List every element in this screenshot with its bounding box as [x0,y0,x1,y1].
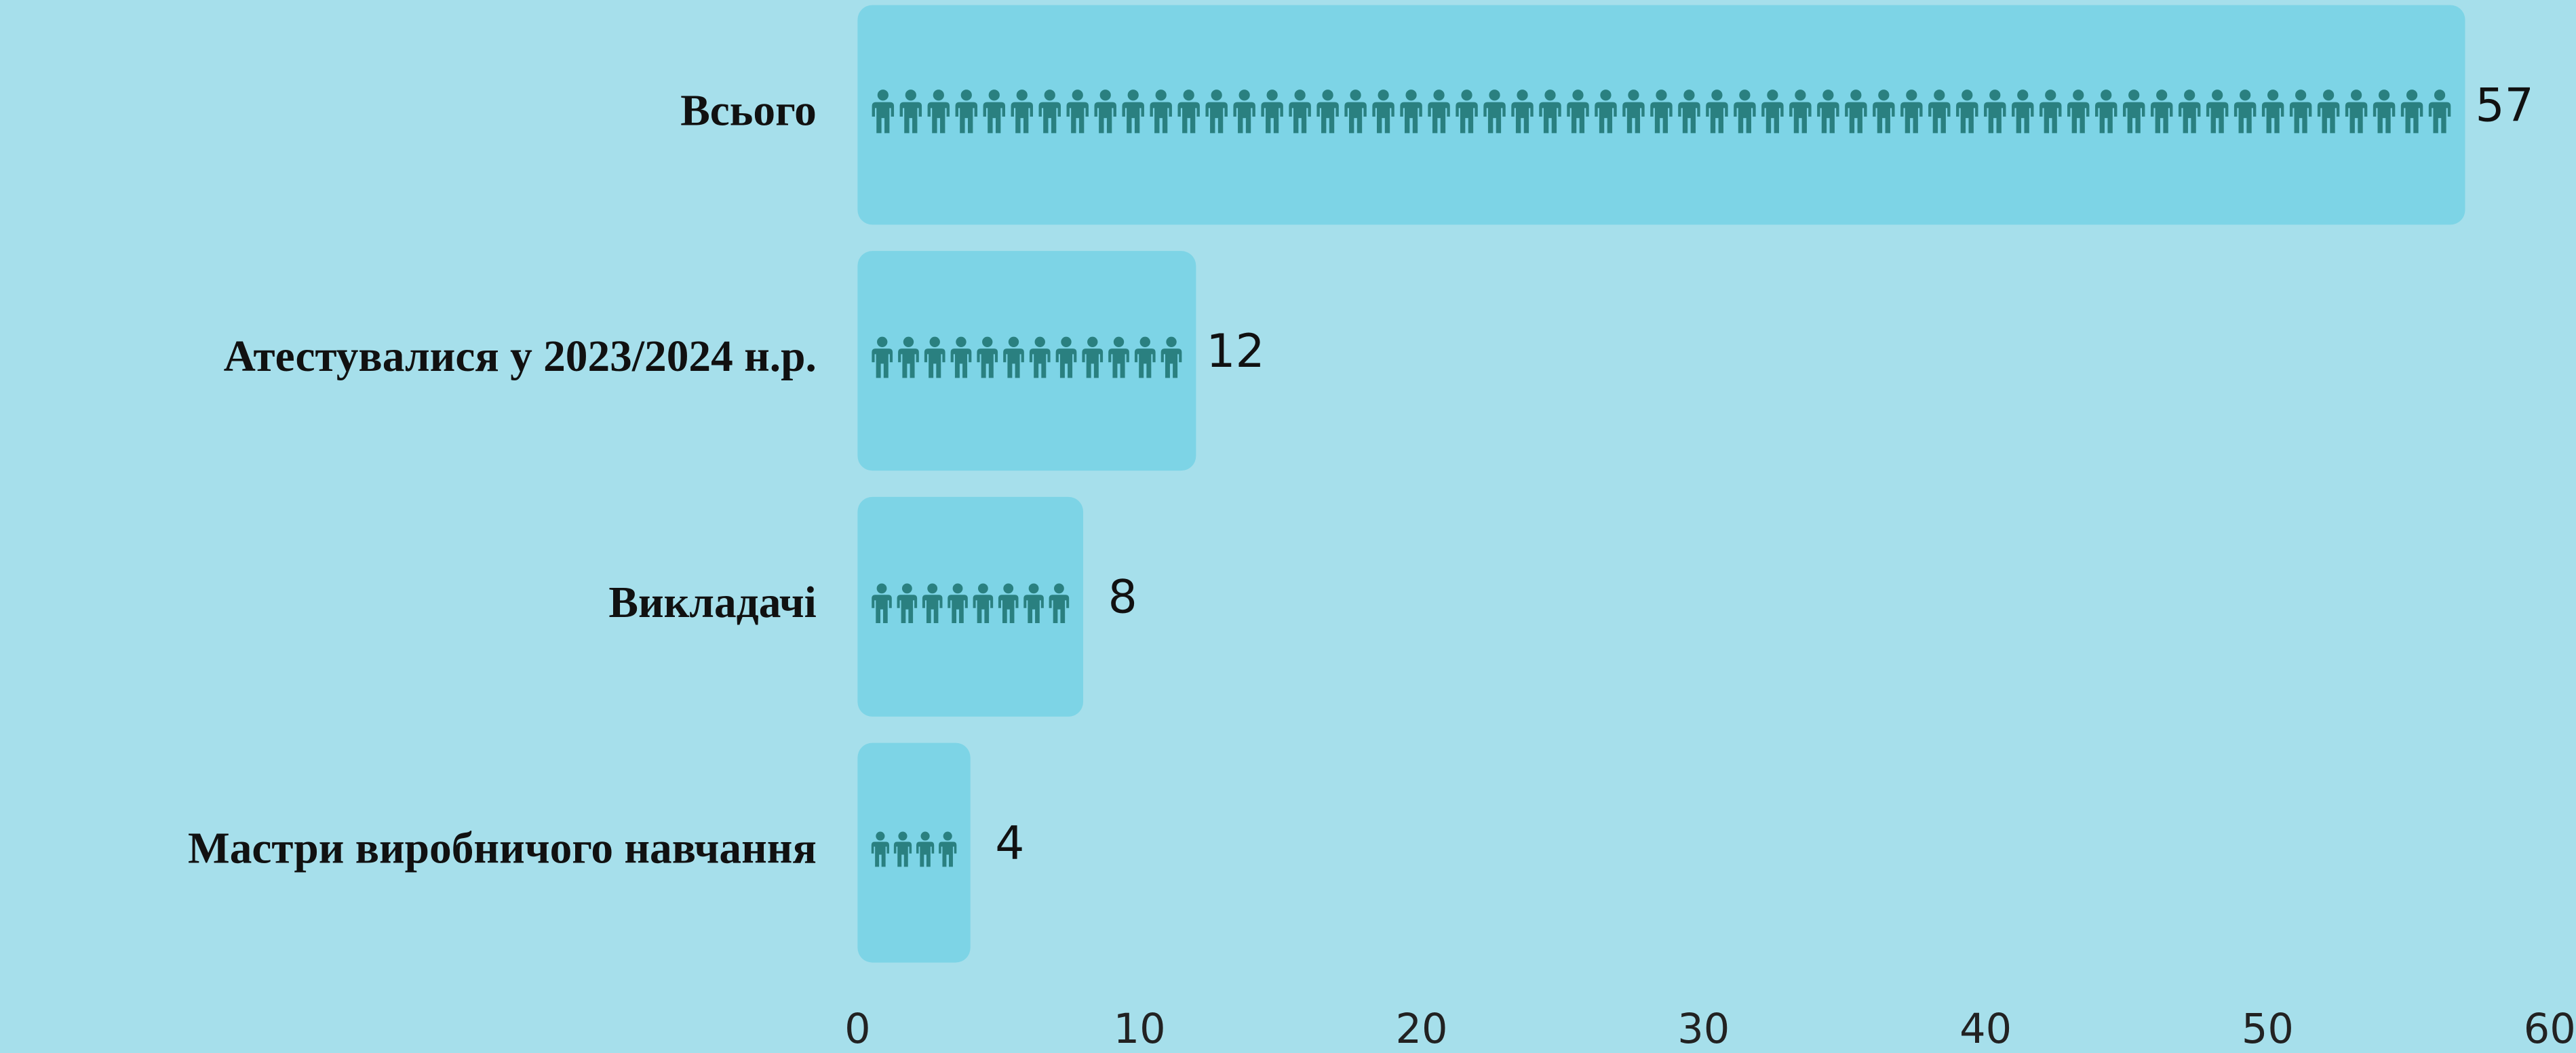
x-tick-label: 10 [1114,1006,1166,1053]
category-label: Атестувалися у 2023/2024 н.р. [224,332,817,381]
x-tick-label: 40 [1959,1006,2012,1053]
value-label: 4 [995,816,1024,869]
category-label: Всього [680,86,817,135]
value-label: 57 [2475,78,2533,132]
bar [857,251,1196,471]
x-tick-label: 30 [1677,1006,1730,1053]
bar [857,496,1084,717]
value-label: 8 [1108,570,1137,624]
category-label: Викладачі [608,578,816,627]
x-tick-label: 20 [1395,1006,1447,1053]
x-tick-label: 60 [2524,1006,2576,1053]
value-label: 12 [1206,324,1264,378]
x-tick-label: 0 [844,1006,871,1053]
bar [857,742,971,963]
category-label: Мастри виробничого навчання [188,824,817,873]
x-tick-label: 50 [2242,1006,2294,1053]
